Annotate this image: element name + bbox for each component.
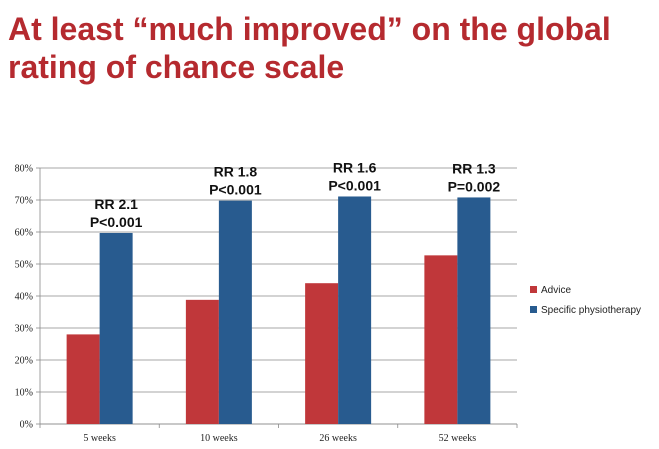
annotation-label: RR 1.3 xyxy=(452,160,496,176)
y-tick-label: 40% xyxy=(15,292,33,303)
x-tick-label: 26 weeks xyxy=(319,433,357,444)
bar-specific-physiotherapy-52-weeks xyxy=(457,197,491,424)
x-tick-label: 10 weeks xyxy=(200,433,238,444)
y-tick-label: 60% xyxy=(15,228,33,239)
annotation-label: P<0.001 xyxy=(328,177,381,193)
annotation-label: RR 1.6 xyxy=(333,159,377,175)
annotation-label: P<0.001 xyxy=(209,182,262,198)
y-tick-label: 30% xyxy=(15,324,33,335)
title-line-1: At least “much improved” on the global xyxy=(8,11,611,47)
slide-title: At least “much improved” on the global r… xyxy=(8,10,648,86)
legend-swatch xyxy=(530,306,537,313)
x-tick-label: 52 weeks xyxy=(439,433,477,444)
annotation-label: RR 1.8 xyxy=(214,164,258,180)
legend-label: Specific physiotherapy xyxy=(541,305,641,316)
bar-advice-5-weeks xyxy=(66,334,100,424)
bar-advice-26-weeks xyxy=(305,283,339,424)
y-tick-label: 70% xyxy=(15,196,33,207)
y-tick-label: 20% xyxy=(15,356,33,367)
annotation-label: RR 2.1 xyxy=(94,196,138,212)
legend-swatch xyxy=(530,286,537,293)
annotation-label: P=0.002 xyxy=(448,178,501,194)
x-tick-label: 5 weeks xyxy=(83,433,116,444)
bar-advice-10-weeks xyxy=(185,299,219,424)
bar-specific-physiotherapy-10-weeks xyxy=(218,200,252,424)
y-tick-label: 10% xyxy=(15,388,33,399)
bar-advice-52-weeks xyxy=(424,255,458,424)
bar-specific-physiotherapy-26-weeks xyxy=(338,196,372,424)
y-tick-label: 80% xyxy=(15,164,33,175)
legend-label: Advice xyxy=(541,285,571,296)
y-tick-label: 0% xyxy=(20,420,33,431)
annotation-label: P<0.001 xyxy=(90,214,143,230)
bar-specific-physiotherapy-5-weeks xyxy=(99,232,133,424)
y-tick-label: 50% xyxy=(15,260,33,271)
title-line-2: rating of chance scale xyxy=(8,49,345,85)
